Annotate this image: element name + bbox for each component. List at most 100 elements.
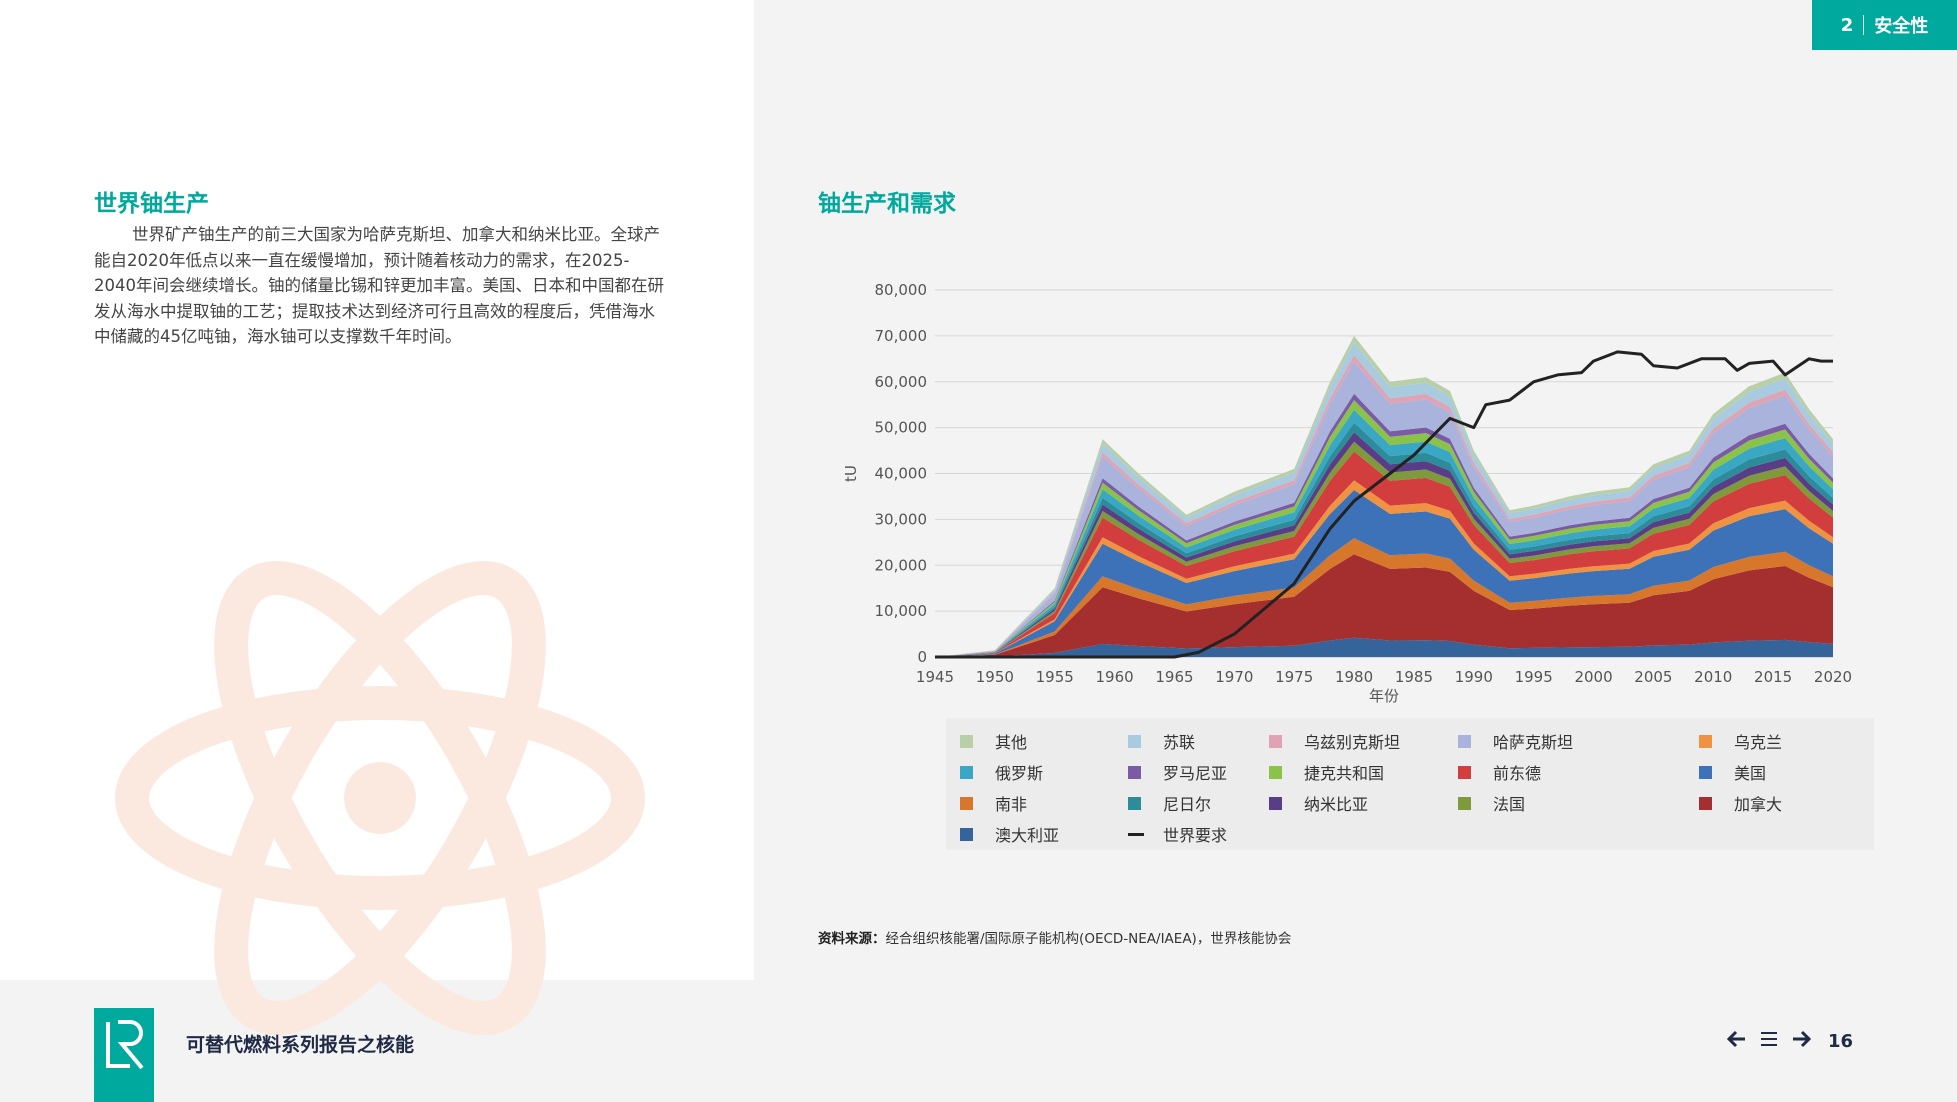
source-text: 经合组织核能署/国际原子能机构(OECD-NEA/IAEA)，世界核能协会	[885, 931, 1292, 947]
legend-item: 俄罗斯	[960, 761, 1043, 783]
legend-swatch	[1458, 796, 1471, 810]
x-tick-label: 1975	[1275, 668, 1313, 686]
legend-label: 捷克共和国	[1304, 764, 1385, 783]
source-label: 资料来源：	[818, 931, 886, 947]
series-area-南非	[935, 538, 1833, 657]
legend-label: 乌克兰	[1734, 733, 1783, 752]
legend-label: 俄罗斯	[995, 764, 1044, 783]
legend-item: 尼日尔	[1128, 792, 1211, 814]
x-tick-label: 1985	[1395, 668, 1433, 686]
legend-swatch	[1269, 796, 1282, 810]
legend-swatch	[960, 765, 973, 779]
legend-label: 加拿大	[1734, 795, 1783, 814]
left-section-title: 世界铀生产	[94, 191, 209, 217]
legend-swatch	[960, 734, 973, 748]
x-tick-label: 1980	[1335, 668, 1373, 686]
x-tick-label: 1990	[1455, 668, 1493, 686]
x-tick-label: 2000	[1574, 668, 1612, 686]
atom-watermark-icon	[115, 561, 645, 1035]
legend-label: 苏联	[1163, 733, 1196, 752]
legend-swatch	[1269, 765, 1282, 779]
legend-swatch	[1699, 796, 1712, 810]
legend-item: 苏联	[1128, 730, 1195, 752]
y-tick-label: 30,000	[875, 510, 928, 528]
chart-title: 铀生产和需求	[818, 191, 956, 217]
x-tick-label: 2005	[1634, 668, 1672, 686]
legend-item: 其他	[960, 730, 1027, 752]
x-tick-label: 2010	[1694, 668, 1732, 686]
legend-item: 澳大利亚	[960, 823, 1059, 845]
legend-item: 乌兹别克斯坦	[1269, 730, 1400, 752]
legend-swatch	[1458, 765, 1471, 779]
uranium-chart: 0 10,000 20,000 30,000 40,000 50,000 60,000 70,…	[842, 281, 1852, 705]
legend-label: 法国	[1493, 795, 1526, 814]
x-tick-label: 1995	[1515, 668, 1553, 686]
legend-label: 澳大利亚	[995, 826, 1060, 845]
legend-swatch	[1699, 734, 1712, 748]
x-tick-label: 1945	[916, 668, 954, 686]
arrow-left-icon[interactable]	[1726, 1028, 1748, 1050]
legend-item: 美国	[1699, 761, 1766, 783]
legend-label: 乌兹别克斯坦	[1304, 733, 1401, 752]
legend-item: 前东德	[1458, 761, 1541, 783]
legend-label: 罗马尼亚	[1163, 764, 1228, 783]
x-tick-label: 1960	[1096, 668, 1134, 686]
legend-label: 美国	[1734, 764, 1767, 783]
y-tick-label: 60,000	[875, 373, 928, 391]
legend-item: 世界要求	[1128, 823, 1227, 845]
lr-logo	[94, 1008, 154, 1102]
report-title: 可替代燃料系列报告之核能	[186, 1034, 415, 1056]
source-note: 资料来源：经合组织核能署/国际原子能机构(OECD-NEA/IAEA)，世界核能…	[818, 927, 1291, 947]
legend-swatch	[1269, 734, 1282, 748]
demand-line	[935, 350, 1833, 659]
legend-label: 前东德	[1493, 764, 1542, 783]
y-tick-label: 50,000	[875, 419, 928, 437]
legend-label: 世界要求	[1163, 826, 1228, 845]
arrow-right-icon[interactable]	[1790, 1028, 1812, 1050]
legend-label: 纳米比亚	[1304, 795, 1369, 814]
legend-label: 尼日尔	[1163, 795, 1212, 814]
legend-item: 哈萨克斯坦	[1458, 730, 1573, 752]
legend-swatch	[960, 827, 973, 841]
section-label: 安全性	[1874, 16, 1929, 37]
y-tick-label: 70,000	[875, 327, 928, 345]
legend-item: 南非	[960, 792, 1027, 814]
legend-swatch	[1699, 765, 1712, 779]
legend-item: 乌克兰	[1699, 730, 1782, 752]
legend-swatch	[1128, 734, 1141, 748]
legend-item: 加拿大	[1699, 792, 1782, 814]
x-tick-label: 1950	[976, 668, 1014, 686]
series-area-澳大利亚	[935, 637, 1833, 657]
menu-icon[interactable]	[1758, 1028, 1780, 1050]
series-area-美国	[935, 490, 1833, 657]
series-area-加拿大	[935, 554, 1833, 657]
legend-item: 法国	[1458, 792, 1525, 814]
legend-label: 南非	[995, 795, 1028, 814]
legend-swatch	[1128, 765, 1141, 779]
series-area-前东德	[935, 451, 1833, 657]
section-number: 2	[1840, 14, 1854, 36]
legend-swatch	[1128, 796, 1141, 810]
x-tick-label: 1965	[1155, 668, 1193, 686]
legend-swatch	[1458, 734, 1471, 748]
section-badge: 2 安全性	[1812, 0, 1957, 50]
y-axis-label: tU	[842, 465, 860, 482]
legend-item: 纳米比亚	[1269, 792, 1368, 814]
legend-line-swatch	[1128, 832, 1144, 836]
series-area-哈萨克斯坦	[935, 361, 1833, 657]
y-tick-label: 10,000	[875, 602, 928, 620]
legend-label: 哈萨克斯坦	[1493, 733, 1574, 752]
legend-item: 罗马尼亚	[1128, 761, 1227, 783]
x-tick-label: 2015	[1754, 668, 1792, 686]
y-tick-label: 40,000	[875, 465, 928, 483]
page-number: 16	[1828, 1031, 1854, 1052]
x-axis-label: 年份	[1369, 687, 1399, 705]
page-navigation	[1726, 1028, 1812, 1050]
section-divider	[1863, 15, 1865, 35]
legend-swatch	[960, 796, 973, 810]
chart-legend: 其他 苏联 乌兹别克斯坦 哈萨克斯坦 乌克兰俄罗斯 罗马尼亚 捷克共和国 前东德 美国南非 尼日尔…	[946, 718, 1874, 850]
legend-label: 其他	[995, 733, 1028, 752]
y-tick-label: 0	[917, 648, 927, 666]
x-tick-label: 2020	[1814, 668, 1852, 686]
x-tick-label: 1970	[1215, 668, 1253, 686]
